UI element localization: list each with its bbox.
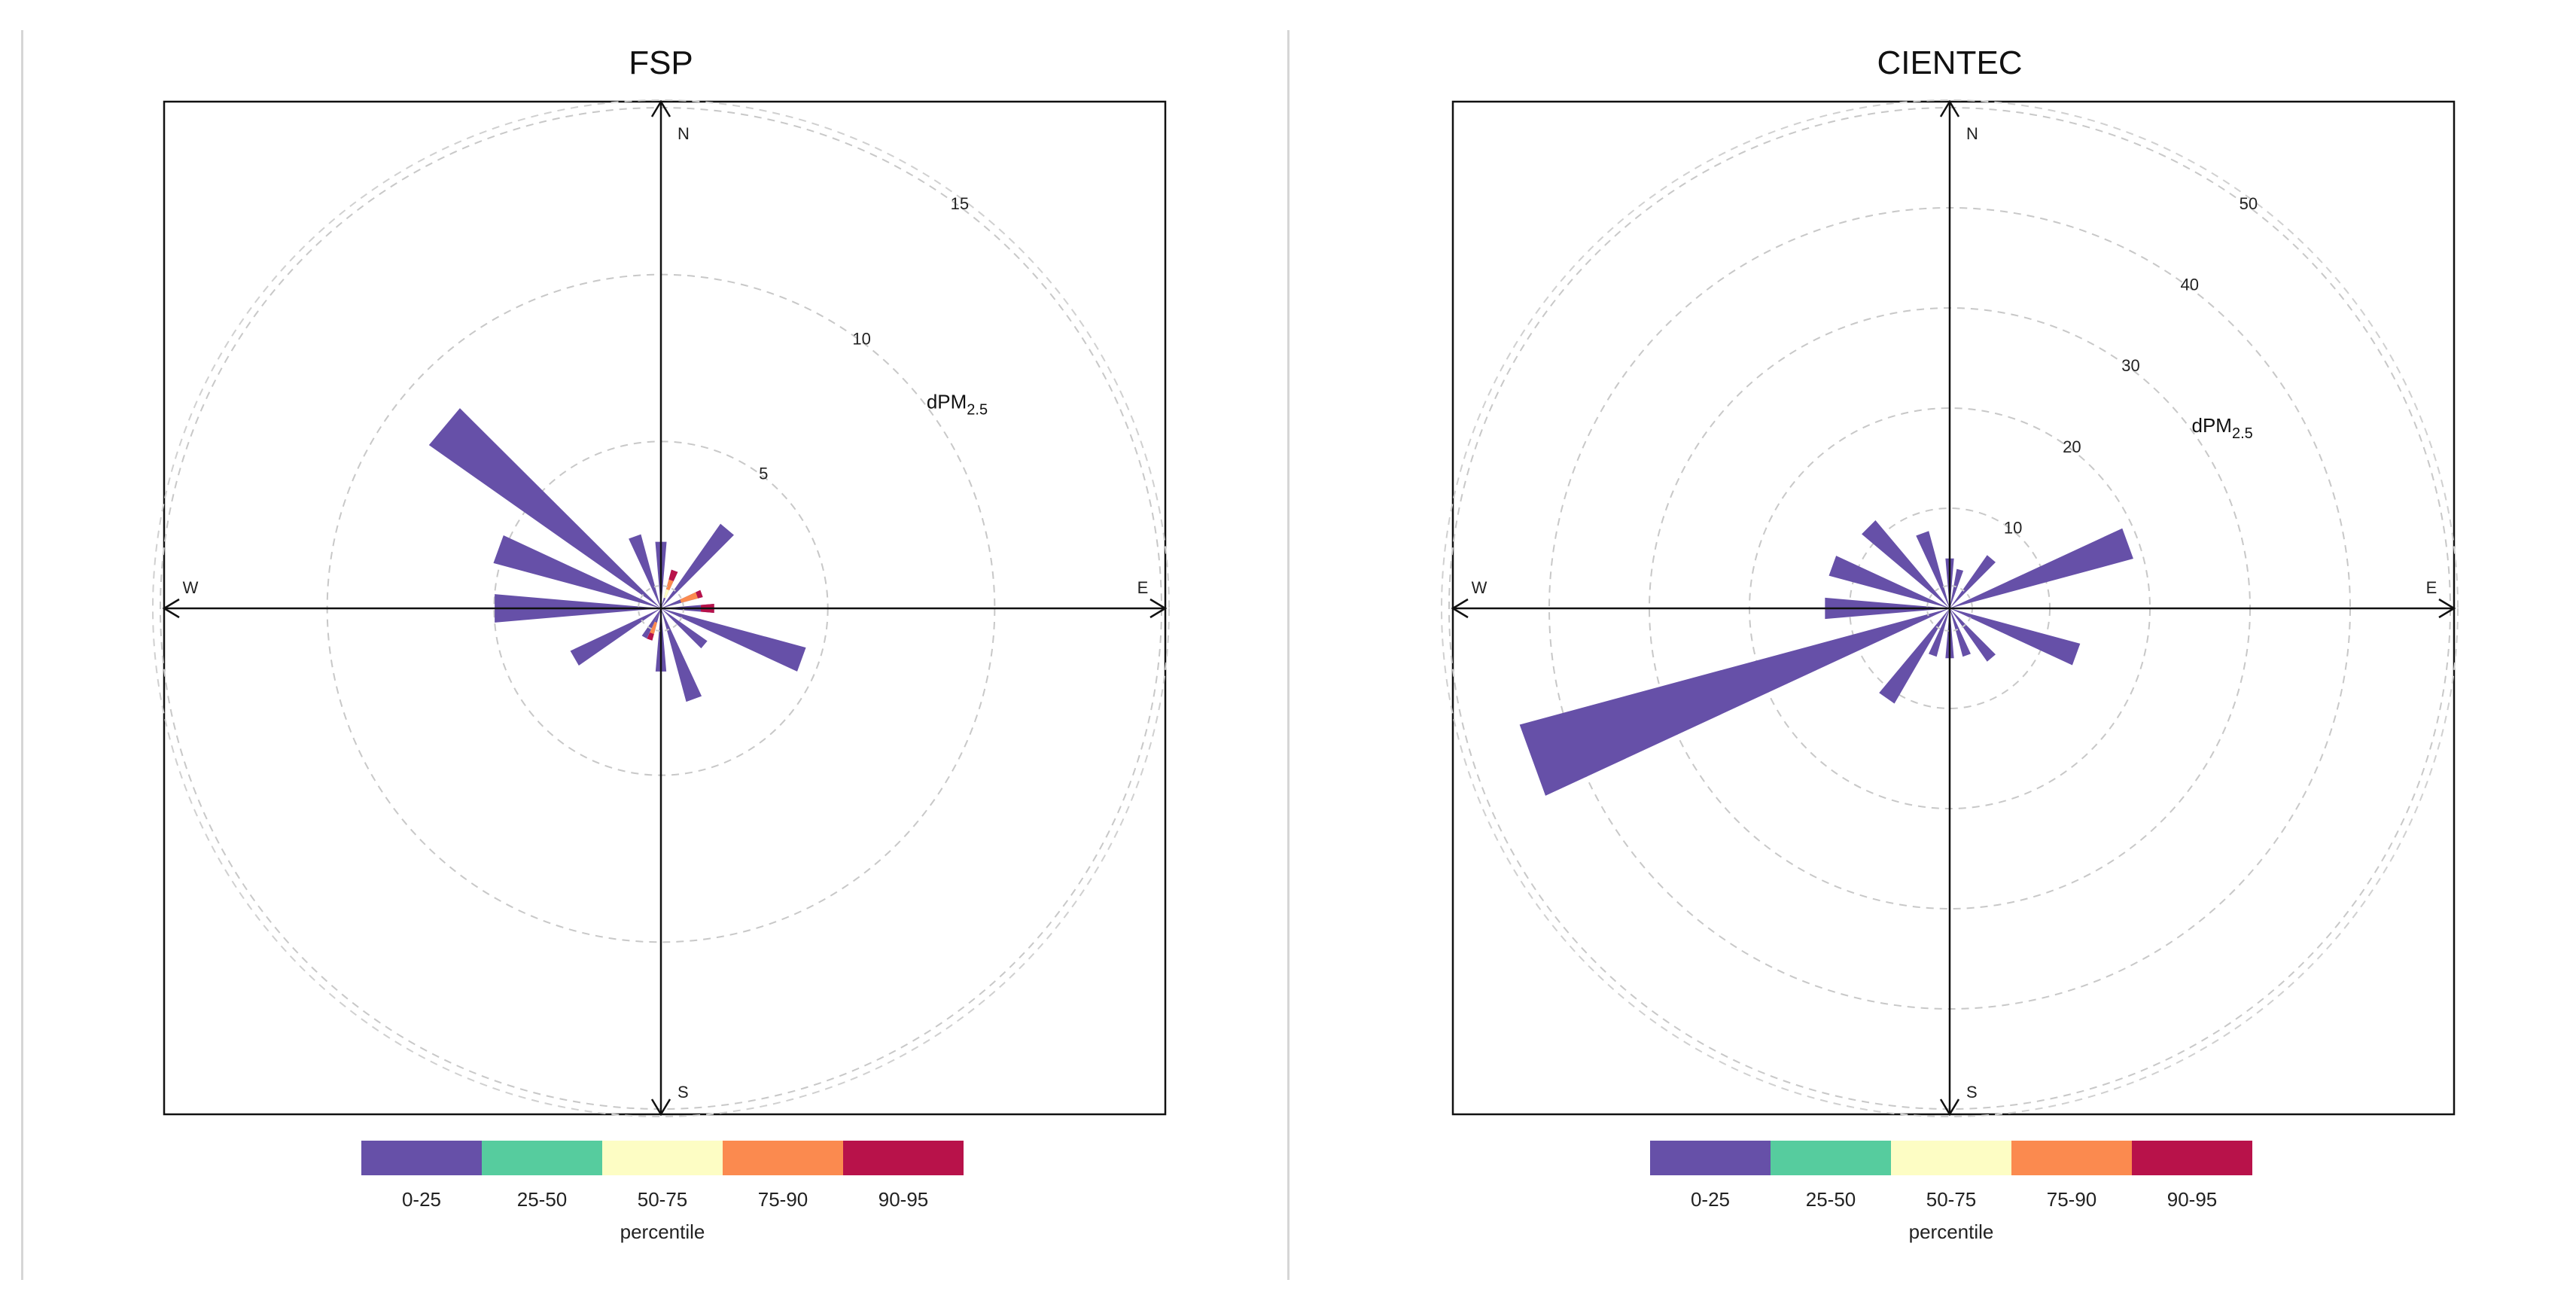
petal-70-75-90 [680, 592, 699, 603]
percentile-legend: 0-25 25-50 50-75 75-90 90-95 percentile [1650, 1141, 2252, 1243]
left-border [21, 30, 23, 1280]
south-arrow [1939, 1098, 1960, 1117]
radial-tick-label: 15 [951, 194, 969, 213]
direction-label-S: S [1966, 1083, 1978, 1102]
north-arrow [1939, 99, 1960, 117]
petal-15 [1950, 568, 1964, 608]
legend-label: 75-90 [2047, 1188, 2097, 1211]
legend-swatch-0-25 [361, 1141, 482, 1175]
legend-label: 75-90 [758, 1188, 808, 1211]
petal-20-50-75 [663, 589, 670, 599]
petal-250 [1519, 608, 1950, 796]
south-arrow [650, 1098, 671, 1117]
petal-290 [1828, 556, 1950, 608]
rose-panel-fsp: FSP N E S W 5 10 15 dPM2.5 0-25 25-50 50-75 75-90 90-… [0, 0, 1280, 1295]
petal-200 [1929, 608, 1950, 657]
petal-130 [661, 608, 708, 649]
rose-chart-fsp: FSP N E S W 5 10 15 dPM2.5 0-25 25-50 50-75 75-90 90-… [152, 44, 1170, 1243]
direction-label-N: N [677, 124, 690, 143]
petal-40 [1950, 555, 1996, 608]
radial-tick-label: 30 [2121, 356, 2139, 375]
legend-swatch-75-90 [2011, 1141, 2132, 1175]
petal-70-90-95 [696, 590, 703, 599]
radial-tick-label: 50 [2240, 194, 2258, 213]
direction-label-W: W [183, 578, 199, 597]
petal-290 [493, 535, 661, 608]
petal-310 [428, 408, 661, 608]
direction-label-E: E [2426, 578, 2437, 597]
chart-title: FSP [629, 44, 693, 81]
rose-chart-cientec: CIENTEC N E S W 10 20 30 40 50 dPM2.5 0-25 25-50 50-7… [1441, 44, 2459, 1243]
petal-210 [641, 608, 661, 639]
petal-40 [661, 523, 734, 608]
legend-title: percentile [1909, 1220, 1994, 1243]
unit-label: dPM2.5 [927, 391, 988, 419]
petal-110 [1950, 608, 2081, 666]
north-arrow [650, 99, 671, 117]
petal-340 [1916, 531, 1950, 608]
legend-label: 0-25 [402, 1188, 441, 1211]
radial-tick-label: 40 [2180, 276, 2198, 294]
legend-title: percentile [620, 1220, 705, 1243]
petal-160 [661, 608, 702, 702]
direction-label-E: E [1137, 578, 1149, 597]
legend-swatch-90-95 [843, 1141, 964, 1175]
petal-20-90-95 [668, 569, 678, 581]
petal-70 [1950, 528, 2133, 608]
radial-tick-label: 10 [852, 329, 870, 348]
petals [1519, 520, 2133, 796]
percentile-legend: 0-25 25-50 50-75 75-90 90-95 percentile [361, 1141, 964, 1243]
petal-200-75-90 [650, 621, 657, 635]
legend-label: 0-25 [1691, 1188, 1730, 1211]
radial-tick-label: 10 [2004, 518, 2022, 537]
petal-315 [1862, 520, 1950, 608]
petals [428, 408, 806, 702]
legend-swatch-90-95 [2132, 1141, 2252, 1175]
petal-215 [1879, 608, 1950, 704]
petal-160 [1950, 608, 1971, 657]
legend-label: 90-95 [2167, 1188, 2218, 1211]
legend-label: 25-50 [1806, 1188, 1856, 1211]
chart-title: CIENTEC [1877, 44, 2022, 81]
petal-340 [629, 534, 661, 608]
petal-140 [1950, 608, 1996, 662]
unit-label: dPM2.5 [2191, 414, 2252, 442]
legend-swatch-25-50 [1771, 1141, 1891, 1175]
outer-grid-ring [1441, 99, 2459, 1117]
petal-240 [570, 608, 661, 666]
legend-swatch-50-75 [602, 1141, 723, 1175]
legend-label: 50-75 [638, 1188, 688, 1211]
petal-110 [661, 608, 806, 672]
legend-swatch-0-25 [1650, 1141, 1771, 1175]
legend-swatch-75-90 [723, 1141, 843, 1175]
west-arrow [162, 598, 180, 619]
west-arrow [1451, 598, 1469, 619]
east-arrow [2438, 598, 2456, 619]
outer-grid-ring [152, 99, 1170, 1117]
rose-panel-cientec: CIENTEC N E S W 10 20 30 40 50 dPM2.5 0-25 25-50 50-7… [1289, 0, 2568, 1295]
axes [1451, 99, 2456, 1117]
direction-label-W: W [1472, 578, 1487, 597]
legend-swatch-50-75 [1891, 1141, 2011, 1175]
legend-label: 90-95 [878, 1188, 929, 1211]
direction-label-N: N [1966, 124, 1978, 143]
radial-tick-label: 20 [2063, 437, 2081, 456]
direction-label-S: S [677, 1083, 689, 1102]
legend-label: 25-50 [517, 1188, 568, 1211]
legend-label: 50-75 [1926, 1188, 1977, 1211]
radial-tick-label: 5 [759, 465, 768, 483]
petal-20-75-90 [665, 579, 674, 590]
legend-swatch-25-50 [482, 1141, 602, 1175]
petal-200-90-95 [647, 632, 654, 641]
panel-divider [1287, 30, 1290, 1280]
east-arrow [1149, 598, 1168, 619]
axes [162, 99, 1168, 1117]
